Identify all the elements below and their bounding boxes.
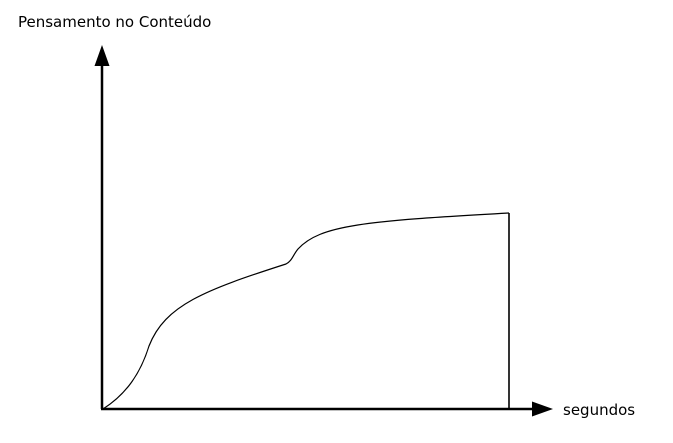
y-axis-arrow-icon bbox=[94, 45, 110, 66]
x-axis-arrow-icon bbox=[532, 401, 553, 417]
y-axis-label: Pensamento no Conteúdo bbox=[18, 13, 211, 31]
x-axis-label: segundos bbox=[563, 401, 635, 419]
thinking-curve bbox=[102, 212, 510, 410]
